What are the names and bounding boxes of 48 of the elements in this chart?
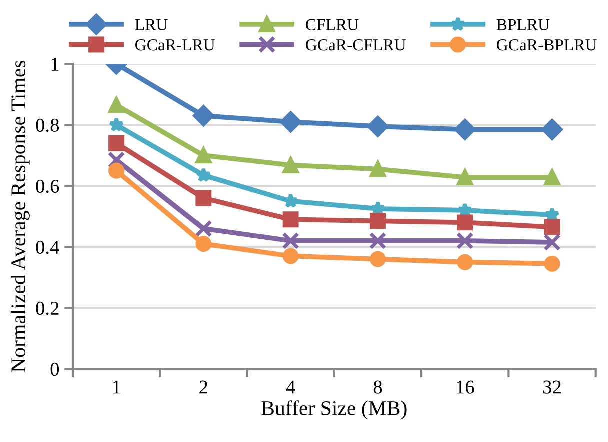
point: [370, 213, 386, 230]
y-tick-label: 1: [52, 58, 59, 71]
point: [544, 256, 560, 272]
point: [369, 232, 387, 250]
point: [282, 212, 299, 228]
x-tick-label: 2: [200, 380, 208, 394]
point: [457, 214, 474, 231]
point: [370, 161, 386, 178]
point: [196, 236, 212, 252]
point: [454, 119, 476, 140]
point: [542, 119, 563, 140]
point: [108, 162, 125, 179]
point: [108, 151, 126, 169]
point: [193, 105, 214, 127]
point: [544, 219, 560, 236]
point: [108, 97, 125, 114]
y-axis-title: Normalized Average Response Times: [10, 61, 30, 372]
point: [456, 232, 474, 250]
legend-label: CFLRU: [306, 19, 359, 30]
legend-label: GCaR-CFLRU: [306, 40, 406, 51]
x-tick-label: 4: [286, 380, 296, 394]
point: [457, 254, 474, 270]
y-tick-label: 0.6: [36, 180, 60, 194]
legend-label: LRU: [135, 19, 168, 30]
x-tick-label: 16: [457, 380, 474, 394]
legend-label: GCaR-BPLRU: [497, 40, 597, 51]
y-tick-label: 0.8: [36, 118, 60, 132]
point: [280, 111, 302, 133]
point: [370, 251, 386, 268]
point: [282, 157, 299, 174]
x-tick-label: 8: [374, 380, 382, 394]
point: [282, 232, 300, 250]
legend-label: BPLRU: [496, 19, 550, 30]
y-tick-label: 0: [50, 362, 60, 376]
y-tick-label: 0.2: [36, 302, 59, 316]
y-tick-label: 0.4: [36, 240, 60, 254]
point: [108, 135, 125, 152]
x-tick-label: 32: [543, 380, 561, 394]
point: [108, 117, 124, 132]
point: [196, 190, 212, 206]
x-axis-title: Buffer Size (MB): [262, 400, 407, 420]
point: [282, 248, 299, 264]
x-tick-label: 1: [113, 380, 120, 394]
point: [196, 167, 212, 182]
point: [544, 234, 561, 252]
legend-label: GCaR-LRU: [136, 40, 216, 51]
point: [195, 220, 212, 238]
point: [367, 116, 389, 138]
